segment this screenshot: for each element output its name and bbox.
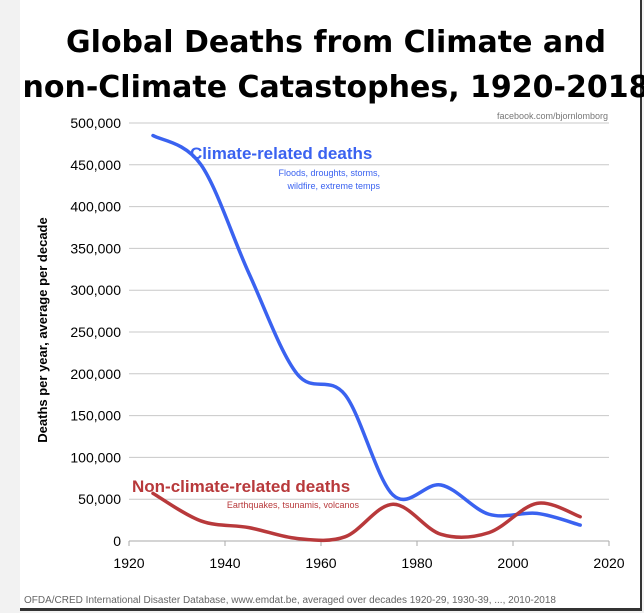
- x-tick-label: 1980: [401, 555, 432, 571]
- climate-series-label: Climate-related deaths: [190, 144, 372, 163]
- x-tick-label: 1960: [305, 555, 336, 571]
- y-tick-label: 350,000: [70, 240, 121, 256]
- y-tick-label: 100,000: [70, 449, 121, 465]
- climate-series-note-2: wildfire, extreme temps: [286, 181, 380, 191]
- climate-deaths-line: [151, 133, 582, 527]
- non-climate-series-note: Earthquakes, tsunamis, volcanos: [227, 500, 360, 510]
- y-tick-label: 50,000: [78, 491, 121, 507]
- source-note: OFDA/CRED International Disaster Databas…: [24, 595, 556, 606]
- y-tick-label: 0: [113, 533, 121, 549]
- y-tick-label: 150,000: [70, 408, 121, 424]
- y-tick-label: 200,000: [70, 366, 121, 382]
- y-tick-label: 450,000: [70, 157, 121, 173]
- y-tick-label: 500,000: [70, 115, 121, 131]
- climate-series-note-1: Floods, droughts, storms,: [278, 168, 380, 178]
- x-tick-label: 2000: [497, 555, 528, 571]
- y-tick-label: 300,000: [70, 282, 121, 298]
- credit-text: facebook.com/bjornlomborg: [497, 111, 608, 121]
- x-tick-label: 1940: [209, 555, 240, 571]
- chart-title-line-1: Global Deaths from Climate and: [66, 25, 606, 60]
- chart-title-line-2: non-Climate Catastophes, 1920-2018: [23, 70, 644, 105]
- y-tick-label: 400,000: [70, 199, 121, 215]
- chart-card: [20, 0, 642, 611]
- non-climate-deaths-line: [151, 491, 582, 543]
- y-tick-label: 250,000: [70, 324, 121, 340]
- y-axis-label: Deaths per year, average per decade: [35, 217, 50, 442]
- x-tick-label: 2020: [593, 555, 624, 571]
- non-climate-series-label: Non-climate-related deaths: [132, 477, 350, 496]
- x-tick-label: 1920: [113, 555, 144, 571]
